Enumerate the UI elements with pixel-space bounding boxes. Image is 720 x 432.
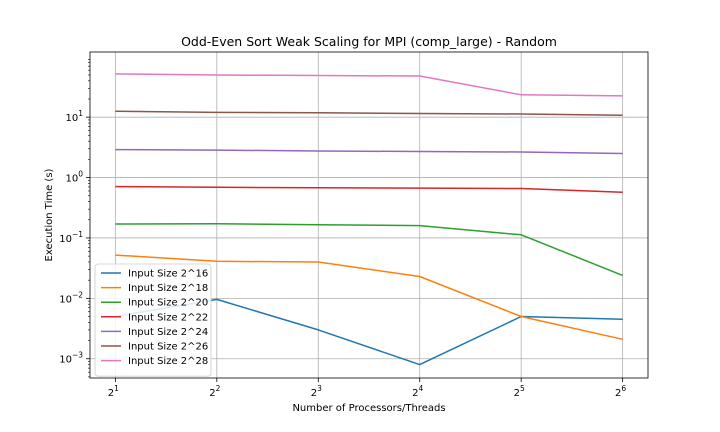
x-tick-label: 21 <box>108 384 119 399</box>
legend-box <box>94 263 212 377</box>
y-tick-label: 101 <box>65 109 83 124</box>
x-tick-label: 23 <box>311 384 322 399</box>
chart-title: Odd-Even Sort Weak Scaling for MPI (comp… <box>181 34 557 49</box>
legend-label: Input Size 2^28 <box>128 356 208 367</box>
plot-frame <box>89 51 649 379</box>
y-tick-label: 100 <box>65 170 83 185</box>
series-line-4 <box>115 185 623 194</box>
y-tick-label: 10−3 <box>59 351 83 366</box>
x-tick-label: 26 <box>615 384 626 399</box>
x-axis-label: Number of Processors/Threads <box>292 403 445 414</box>
legend-label: Input Size 2^20 <box>128 298 208 309</box>
legend-label: Input Size 2^18 <box>128 283 208 294</box>
y-tick-label: 10−1 <box>59 230 83 245</box>
legend-label: Input Size 2^24 <box>128 327 208 338</box>
y-axis: 10−3 10−2 10−1 100 101 <box>59 59 90 378</box>
x-tick-label: 24 <box>412 384 423 399</box>
x-tick-label: 22 <box>209 384 220 399</box>
series-line-5 <box>115 148 623 155</box>
y-axis-label: Execution Time (s) <box>44 168 55 261</box>
legend: Input Size 2^16 Input Size 2^18 Input Size… <box>94 263 212 377</box>
x-axis: 21 22 23 24 25 26 <box>108 378 626 399</box>
y-tick-label: 10−2 <box>59 290 83 305</box>
legend-label: Input Size 2^16 <box>128 269 208 280</box>
legend-label: Input Size 2^22 <box>128 312 208 323</box>
series-line-6 <box>115 110 623 116</box>
series-line-3 <box>115 222 623 277</box>
x-tick-label: 25 <box>514 384 525 399</box>
legend-label: Input Size 2^26 <box>128 342 208 353</box>
series-line-7 <box>115 73 623 97</box>
series-line-2 <box>115 254 623 341</box>
